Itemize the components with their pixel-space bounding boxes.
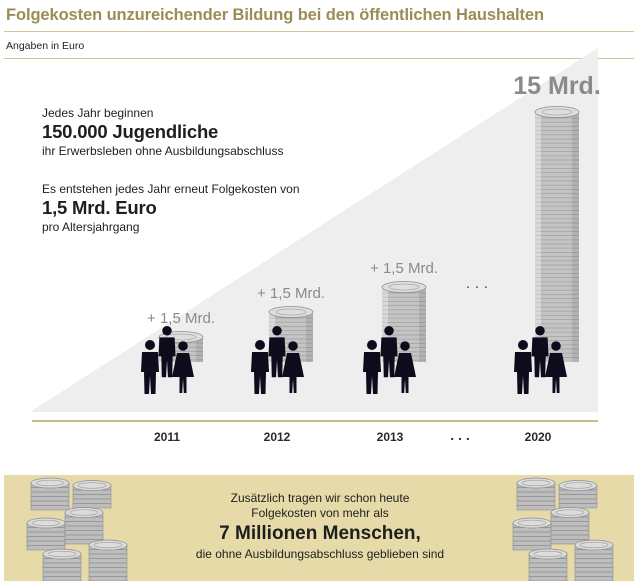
info-block-youth: Jedes Jahr beginnen 150.000 Jugendliche … [42,105,283,159]
bottom-line: Zusätzlich tragen wir schon heute [230,491,410,505]
bottom-info-text: Zusätzlich tragen wir schon heute Folgek… [150,491,490,562]
ellipsis-axis: . . . [450,427,469,443]
bar-label-2011: + 1,5 Mrd. [147,310,215,327]
people-group-2012 [251,326,304,394]
info-highlight-youth: 150.000 Jugendliche [42,121,219,142]
coin-pile [512,477,614,581]
info-block-costs: Es entstehen jedes Jahr erneut Folgekost… [42,181,300,235]
people-group-2020 [514,326,567,394]
bar-coin-stack-2020 [534,106,580,362]
x-axis-tick-labels: 2011 2012 2013 2020 [154,430,552,444]
bar-label-2012: + 1,5 Mrd. [257,285,325,302]
bottom-line: Folgekosten von mehr als [251,506,389,520]
title-divider [4,31,634,32]
coin-stack-chart: + 1,5 Mrd. + 1,5 Mrd. + 1,5 Mrd. 15 Mrd. 20… [30,48,601,444]
chart-subtitle: Angaben in Euro [6,40,85,52]
x-tick-2012: 2012 [264,430,291,444]
info-line: Es entstehen jedes Jahr erneut Folgekost… [42,182,300,196]
growth-triangle [30,48,598,412]
x-tick-2011: 2011 [154,430,180,444]
coin-pile [26,477,128,581]
coin-pile-left-icon [26,477,128,581]
x-tick-2020: 2020 [525,430,552,444]
bottom-highlight: 7 Millionen Menschen, [219,523,421,544]
people-group-2011 [141,326,194,394]
coin-stacks [158,106,580,362]
info-line: ihr Erwerbsleben ohne Ausbildungsabschlu… [42,144,284,158]
people-groups [141,326,567,394]
info-line: pro Altersjahrgang [42,220,140,234]
info-highlight-costs: 1,5 Mrd. Euro [42,197,157,218]
people-group-2013 [363,326,416,394]
chart-title: Folgekosten unzureichender Bildung bei d… [6,6,544,24]
bar-label-2013: + 1,5 Mrd. [370,260,438,277]
bar-label-2020: 15 Mrd. [513,72,601,100]
subtitle-divider [4,58,634,59]
bottom-line: die ohne Ausbildungsabschluss geblieben … [195,547,445,561]
ellipsis-upper: . . . [466,275,488,292]
coin-pile-right-icon [512,477,614,581]
bar-value-labels: + 1,5 Mrd. + 1,5 Mrd. + 1,5 Mrd. 15 Mrd. [147,72,601,327]
info-line: Jedes Jahr beginnen [42,106,154,120]
x-tick-2013: 2013 [377,430,404,444]
